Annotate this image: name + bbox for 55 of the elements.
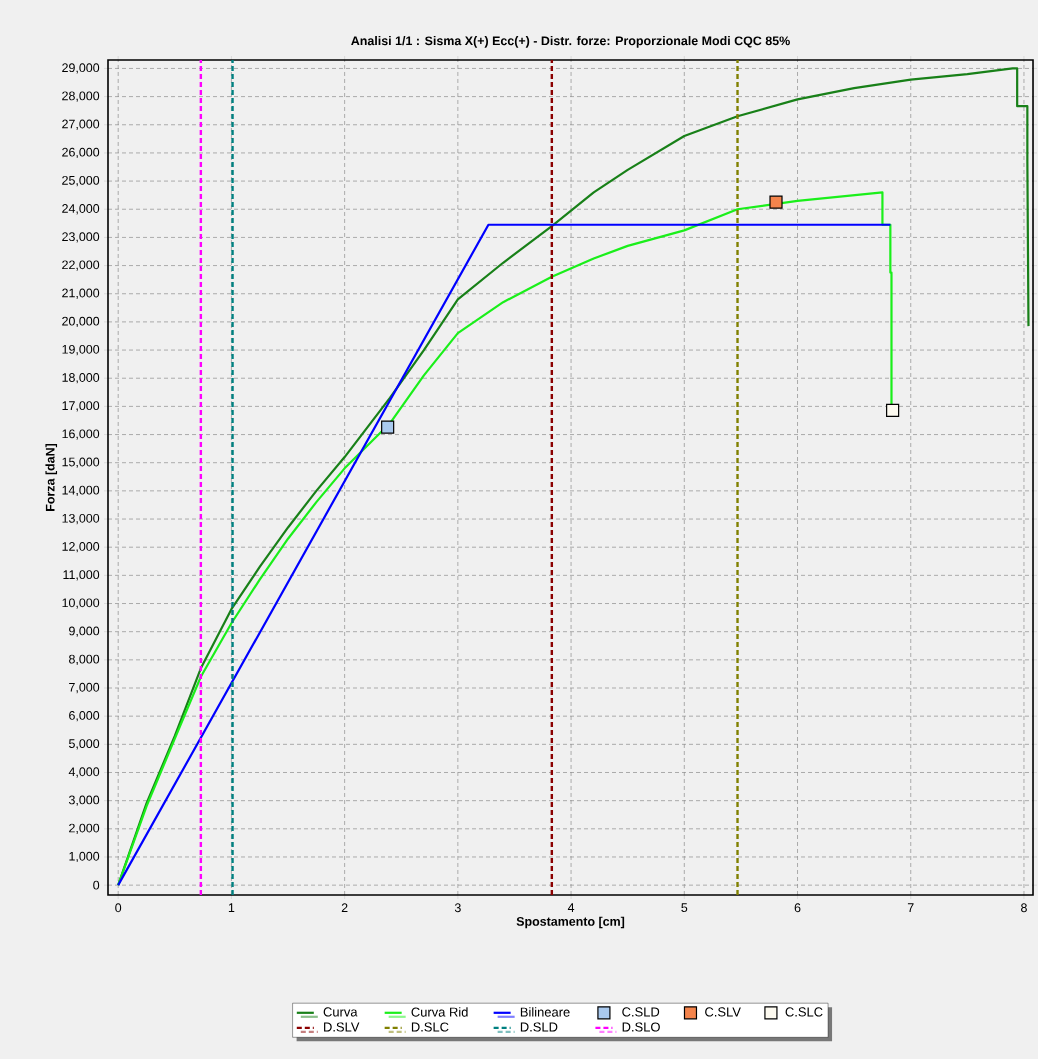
legend-label: C.SLC — [785, 1007, 823, 1017]
y-tick-label: 17,000 — [62, 401, 100, 412]
y-tick-label: 0 — [93, 880, 100, 890]
y-tick-label: 29,000 — [62, 63, 100, 74]
x-tick-label: 5 — [681, 903, 688, 913]
legend-label: Curva Rid — [411, 1007, 468, 1017]
y-tick-label: 7,000 — [69, 682, 100, 694]
y-tick-label: 14,000 — [62, 485, 100, 497]
x-tick-label: 7 — [907, 903, 914, 912]
y-tick-label: 5,000 — [68, 739, 100, 750]
x-tick-label: 4 — [567, 903, 575, 912]
x-tick-label: 8 — [1021, 903, 1027, 913]
x-axis-title: Spostamento [cm] — [516, 916, 625, 929]
y-axis-title: Forza [daN] — [45, 443, 58, 511]
y-tick-label: 2,000 — [69, 823, 100, 834]
y-tick-label: 10,000 — [62, 598, 100, 609]
legend-label: D.SLC — [411, 1022, 449, 1032]
legend-label: D.SLD — [520, 1022, 558, 1032]
y-tick-label: 13,000 — [62, 513, 100, 525]
x-tick-label: 1 — [228, 903, 235, 912]
x-tick-label: 0 — [115, 903, 122, 913]
y-tick-label: 24,000 — [62, 204, 100, 215]
legend-label: C.SLD — [622, 1007, 660, 1017]
y-tick-label: 23,000 — [62, 232, 100, 243]
y-tick-label: 25,000 — [62, 175, 100, 187]
legend-label: C.SLV — [705, 1007, 741, 1017]
y-tick-label: 3,000 — [68, 795, 100, 806]
y-tick-label: 15,000 — [62, 457, 100, 468]
y-tick-label: 6,000 — [69, 711, 100, 722]
y-tick-label: 19,000 — [62, 344, 100, 356]
legend-label: D.SLV — [324, 1022, 360, 1032]
y-tick-label: 4,000 — [68, 767, 100, 778]
point — [769, 195, 783, 209]
y-tick-label: 16,000 — [62, 429, 100, 440]
y-tick-label: 18,000 — [62, 373, 100, 384]
x-tick-label: 6 — [794, 903, 801, 913]
y-tick-label: 8,000 — [69, 654, 100, 665]
y-tick-label: 27,000 — [62, 119, 100, 130]
y-tick-label: 9,000 — [69, 626, 100, 637]
y-tick-label: 20,000 — [62, 316, 100, 328]
y-tick-label: 21,000 — [62, 288, 100, 299]
y-tick-label: 12,000 — [62, 542, 100, 553]
x-tick-label: 3 — [454, 903, 461, 913]
point — [381, 420, 395, 434]
legend-label: D.SLO — [622, 1022, 660, 1032]
point — [886, 403, 900, 417]
y-tick-label: 28,000 — [62, 91, 100, 102]
y-tick-label: 26,000 — [62, 147, 100, 159]
chart-title: Analisi 1/1 : Sisma X(+) Ecc(+) - Distr. forze: Proporzionale Modi CQC 85% — [351, 36, 790, 48]
x-tick-label: 2 — [341, 903, 348, 913]
legend-label: Curva — [323, 1007, 358, 1017]
y-tick-label: 1,000 — [69, 851, 100, 863]
y-tick-label: 22,000 — [62, 260, 100, 271]
y-tick-label: 11,000 — [63, 570, 100, 581]
legend-label: Bilineare — [520, 1007, 570, 1017]
